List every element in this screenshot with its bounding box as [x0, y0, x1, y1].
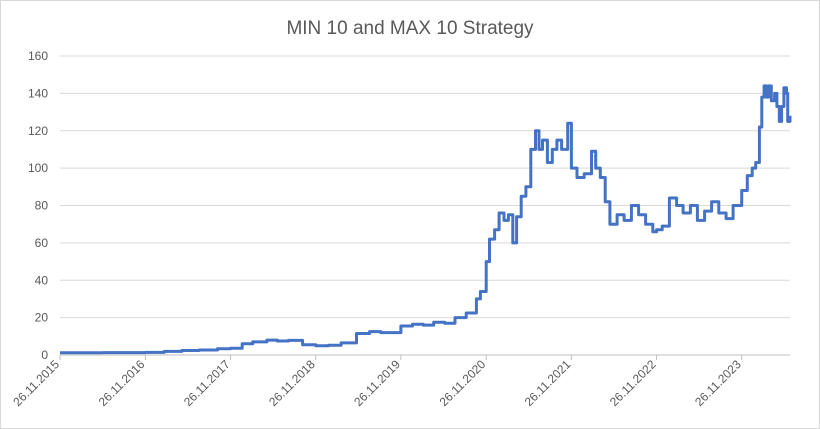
y-tick-label: 0: [41, 348, 48, 362]
y-tick-label: 140: [28, 86, 48, 100]
y-tick-label: 20: [35, 311, 49, 325]
x-tick-label: 26.11.2023: [692, 357, 744, 409]
x-tick-label: 26.11.2018: [266, 357, 318, 409]
y-tick-label: 40: [35, 273, 49, 287]
x-tick-label: 26.11.2022: [607, 357, 659, 409]
series-line: [60, 84, 792, 355]
x-tick-label: 26.11.2019: [351, 357, 403, 409]
y-tick-label: 120: [28, 124, 48, 138]
y-tick-label: 60: [35, 236, 49, 250]
x-tick-label: 26.11.2020: [437, 357, 489, 409]
x-tick-label: 26.11.2017: [181, 357, 233, 409]
x-tick-label: 26.11.2015: [10, 357, 62, 409]
x-tick-label: 26.11.2016: [96, 357, 148, 409]
y-tick-label: 100: [28, 161, 48, 175]
x-tick-label: 26.11.2021: [522, 357, 574, 409]
chart-title: MIN 10 and MAX 10 Strategy: [286, 18, 534, 39]
y-tick-label: 80: [35, 199, 49, 213]
y-tick-label: 160: [28, 49, 48, 63]
